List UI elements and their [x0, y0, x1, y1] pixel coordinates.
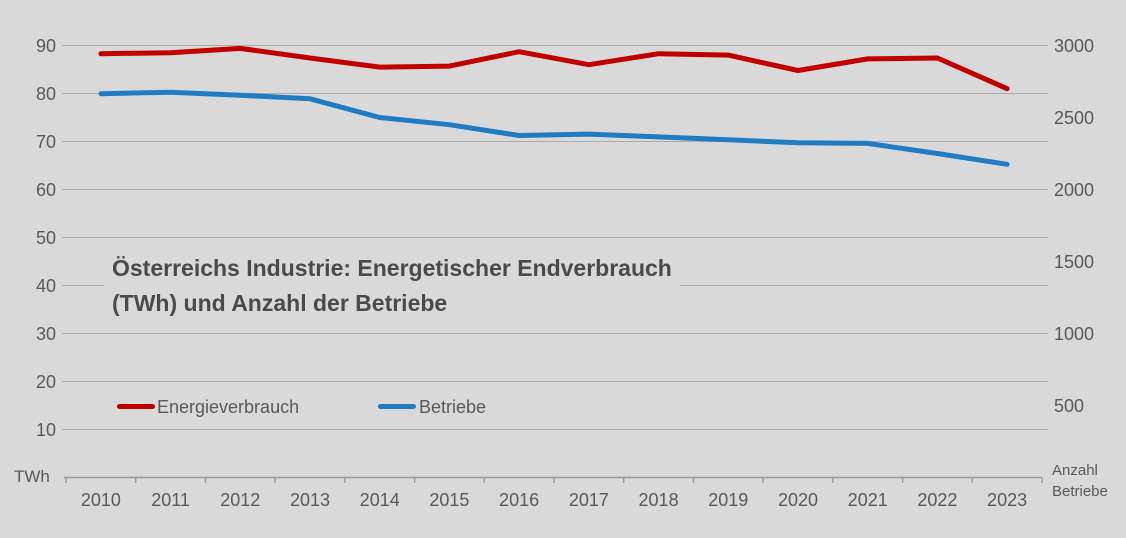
right-tick-label-2000: 2000 [1054, 179, 1095, 200]
series-lines [98, 45, 1010, 167]
legend-label-energieverbrauch: Energieverbrauch [157, 397, 300, 417]
right-axis-unit-line2: Betriebe [1052, 483, 1108, 500]
chart-title-line1: Österreichs Industrie: Energetischer End… [112, 255, 672, 281]
right-tick-label-500: 500 [1054, 395, 1085, 416]
x-tick-label-2012: 2012 [220, 490, 261, 510]
x-tick-label-2021: 2021 [847, 490, 888, 510]
x-tick-label-2013: 2013 [289, 490, 331, 510]
x-tick-label-2011: 2011 [151, 490, 190, 510]
left-tick-label-60: 60 [35, 179, 56, 200]
left-tick-label-30: 30 [35, 323, 56, 344]
left-tick-label-90: 90 [35, 35, 56, 56]
x-tick-label-2015: 2015 [429, 490, 470, 510]
legend-swatch-betriebe [378, 404, 416, 409]
right-tick-label-1000: 1000 [1054, 323, 1095, 344]
x-axis-line [64, 476, 1043, 483]
left-tick-label-80: 80 [35, 83, 56, 104]
left-tick-label-50: 50 [35, 227, 56, 248]
x-tick-label-2014: 2014 [359, 490, 400, 510]
x-tick-label-2020: 2020 [777, 490, 819, 510]
legend-swatch-energieverbrauch [117, 404, 155, 409]
x-tick-label-2017: 2017 [568, 490, 609, 510]
x-tick-label-2010: 2010 [80, 490, 121, 510]
right-axis-unit-label: Anzahl Betriebe [1052, 460, 1108, 502]
legend-label-betriebe: Betriebe [419, 397, 487, 417]
right-axis-unit-line1: Anzahl [1052, 462, 1098, 479]
left-tick-label-10: 10 [35, 419, 56, 440]
gridlines [62, 45, 1048, 430]
left-axis-unit-label: TWh [14, 467, 50, 486]
left-tick-label-40: 40 [35, 275, 56, 296]
x-tick-label-2019: 2019 [708, 490, 749, 510]
energieverbrauch-line [98, 45, 1010, 92]
x-tick-label-2022: 2022 [917, 490, 958, 510]
left-tick-label-20: 20 [35, 371, 56, 392]
left-tick-label-70: 70 [35, 131, 56, 152]
chart-title-line2: (TWh) und Anzahl der Betriebe [112, 290, 448, 316]
right-tick-label-2500: 2500 [1054, 107, 1095, 128]
x-tick-label-2018: 2018 [638, 490, 679, 510]
chart-title: Österreichs Industrie: Energetischer End… [104, 249, 680, 323]
x-tick-label-2016: 2016 [499, 490, 540, 510]
betriebe-line [98, 89, 1010, 167]
x-tick-label-2023: 2023 [987, 490, 1028, 510]
right-tick-label-3000: 3000 [1054, 35, 1095, 56]
right-tick-label-1500: 1500 [1054, 251, 1095, 272]
